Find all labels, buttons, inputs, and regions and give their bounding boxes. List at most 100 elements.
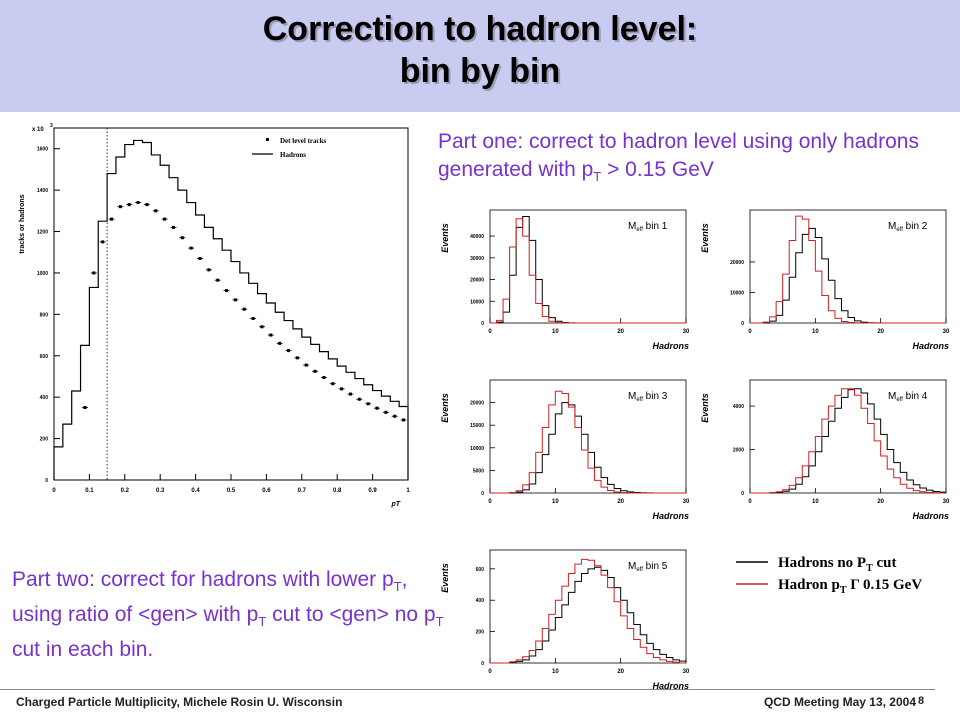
x-tick-label: 0.3 [156, 488, 165, 494]
bin-label: Meff bin 2 [888, 221, 928, 233]
x-tick-label: 30 [943, 499, 950, 505]
hadrons-histogram [53, 139, 409, 480]
x-tick-label: 20 [877, 499, 884, 505]
part-one-post: > 0.15 GeV [601, 158, 714, 181]
det-point [145, 203, 149, 207]
det-point [154, 209, 158, 213]
y-tick-label: 0 [741, 321, 744, 327]
slide-title-line2: bin by bin [399, 52, 561, 90]
legend-det-marker [266, 138, 269, 141]
y-tick-label: 15000 [470, 423, 484, 429]
y-tick-label: 400 [476, 598, 485, 604]
det-point [384, 410, 388, 414]
legend-entry-red: Hadron pT Γ 0.15 GeV [778, 577, 922, 596]
hist-no-cut [490, 216, 686, 324]
y-scale-exp: 3 [50, 123, 53, 129]
x-tick-label: 0.4 [191, 488, 200, 494]
y-tick-label: 1200 [37, 230, 48, 236]
x-tick-label: 10 [812, 329, 819, 335]
det-point [393, 414, 397, 418]
hist-bin2: 0 10 20 30 0 10000 20000 Events Hadrons Meff bin … [700, 209, 950, 351]
det-point [357, 397, 361, 401]
part-two-text: Part two: correct for hadrons with lower… [12, 566, 452, 664]
part-one-sub: T [593, 169, 602, 185]
plot-frame [489, 549, 687, 664]
x-tick-label: 0.8 [333, 488, 342, 494]
x-tick-label: 30 [683, 669, 690, 675]
footer-meeting: QCD Meeting May 13, 2004 [763, 695, 916, 709]
y-tick-label: 10000 [470, 299, 484, 305]
y-axis-label: Events [440, 223, 450, 253]
part-two-s1: T [393, 579, 402, 595]
det-point [110, 217, 114, 221]
x-tick-label: 20 [617, 669, 624, 675]
x-tick-label: 0.5 [227, 488, 236, 494]
det-point [278, 341, 282, 345]
x-tick-label: 0.6 [262, 488, 271, 494]
x-tick-label: 20 [617, 499, 624, 505]
y-tick-label: 0 [481, 491, 484, 497]
y-tick-label: 0 [741, 491, 744, 497]
plot-frame [749, 379, 947, 494]
x-tick-label: 30 [943, 329, 950, 335]
slide-title-line1: Correction to hadron level: [262, 10, 698, 48]
part-two-s3: T [435, 614, 444, 630]
x-axis-label: Hadrons [652, 681, 689, 691]
hist-pt-cut [490, 390, 686, 494]
y-tick-label: 5000 [473, 468, 484, 474]
det-point [163, 217, 167, 221]
hist-no-cut [490, 566, 687, 664]
x-axis-label: Hadrons [912, 511, 949, 521]
x-tick-label: 1 [406, 488, 410, 494]
x-tick-label: 0.2 [121, 488, 130, 494]
det-point [101, 240, 105, 244]
x-tick-label: 0 [488, 669, 492, 675]
y-axis-label: tracks or hadrons [19, 194, 26, 253]
footer-divider [0, 689, 935, 690]
det-point [198, 256, 202, 260]
hist-legend: Hadrons no PT cut Hadron pT Γ 0.15 GeV [736, 555, 922, 596]
det-point [92, 271, 96, 275]
legend-entry-black: Hadrons no PT cut [778, 555, 897, 574]
hist-pt-cut [750, 215, 946, 324]
x-tick-label: 0.7 [298, 488, 307, 494]
det-point [207, 268, 211, 272]
bin-label: Meff bin 5 [628, 561, 668, 573]
x-axis-label: pT [390, 501, 400, 508]
y-tick-label: 0 [45, 478, 48, 484]
page-number: 8 [918, 695, 925, 707]
x-axis-label: Hadrons [652, 341, 689, 351]
x-tick-label: 20 [617, 329, 624, 335]
det-point [402, 418, 406, 422]
title-band [0, 0, 960, 112]
det-point [189, 246, 193, 250]
plot-frame [489, 379, 687, 494]
x-tick-label: 0 [748, 499, 752, 505]
det-point [127, 203, 131, 207]
y-tick-label: 10000 [730, 290, 744, 296]
y-axis-label: Events [440, 393, 450, 423]
x-tick-label: 30 [683, 329, 690, 335]
y-tick-label: 1000 [37, 271, 48, 277]
y-tick-label: 400 [40, 395, 49, 401]
y-tick-label: 800 [40, 312, 49, 318]
y-tick-label: 20000 [470, 401, 484, 407]
y-tick-label: 10000 [470, 446, 484, 452]
x-axis-label: Hadrons [912, 341, 949, 351]
y-tick-label: 200 [476, 630, 485, 636]
part-two-t4: cut in each bin. [12, 638, 154, 662]
y-tick-label: 20000 [470, 278, 484, 284]
legend-hadron-label: Hadrons [280, 151, 306, 159]
x-tick-label: 20 [877, 329, 884, 335]
det-point [251, 316, 255, 320]
y-tick-label: 600 [40, 354, 49, 360]
x-axis-label: Hadrons [652, 511, 689, 521]
y-tick-label: 30000 [470, 256, 484, 262]
det-point [331, 382, 335, 386]
det-point [83, 406, 87, 410]
y-axis-label: Events [700, 393, 710, 423]
hist-bin1: 0 10 20 30 0 10000 20000 30000 40000 Events Hadron… [440, 209, 690, 351]
det-point [260, 325, 264, 329]
y-scale-label: x 10 [32, 127, 44, 133]
det-point [287, 349, 291, 353]
